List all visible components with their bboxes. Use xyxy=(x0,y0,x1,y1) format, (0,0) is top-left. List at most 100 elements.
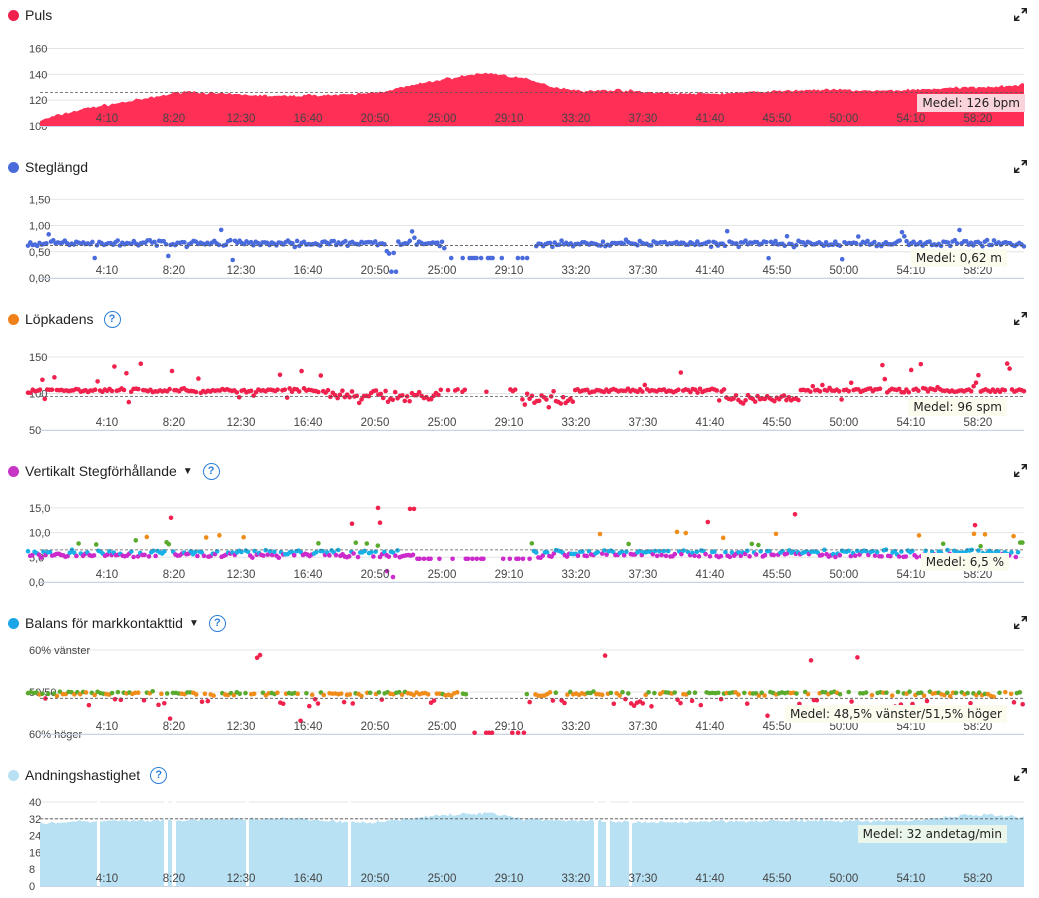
gct-point xyxy=(202,691,208,697)
x-tick-label: 50:00 xyxy=(830,569,859,581)
help-icon[interactable]: ? xyxy=(103,310,121,328)
vratio-point xyxy=(846,548,851,554)
vratio-point xyxy=(1020,540,1025,545)
x-tick-label: 41:40 xyxy=(696,721,725,733)
gct-point xyxy=(510,730,515,736)
cadence-point xyxy=(340,388,345,394)
y-tick-label: 160 xyxy=(29,43,47,55)
gct-point xyxy=(689,698,695,704)
gct-point xyxy=(997,690,1002,696)
expand-icon[interactable] xyxy=(1013,311,1028,330)
expand-icon[interactable] xyxy=(1013,159,1028,178)
gct-point xyxy=(315,701,321,706)
x-tick-label: 41:40 xyxy=(696,417,725,429)
vratio-point xyxy=(679,551,684,557)
vratio-point xyxy=(621,552,627,558)
vratio-point xyxy=(507,556,513,562)
stride-point xyxy=(980,244,985,249)
help-icon[interactable]: ? xyxy=(202,462,220,480)
vratio-point xyxy=(602,548,607,553)
vratio-point xyxy=(390,574,396,580)
stride-point xyxy=(230,257,235,263)
vratio-point xyxy=(665,548,671,554)
gct-point xyxy=(631,703,637,709)
expand-icon[interactable] xyxy=(1013,767,1028,786)
stride-point xyxy=(945,240,951,245)
expand-icon[interactable] xyxy=(1013,615,1028,634)
cadence-point xyxy=(973,380,979,386)
dropdown-caret-icon[interactable]: ▼ xyxy=(188,617,199,629)
vratio-point xyxy=(626,541,631,547)
dropdown-caret-icon[interactable]: ▼ xyxy=(182,465,193,477)
vratio-point xyxy=(575,553,581,559)
vratio-point xyxy=(470,556,475,562)
cadence-point xyxy=(416,389,422,395)
cadence-point xyxy=(196,376,201,381)
gct-point xyxy=(92,692,97,698)
gct-point xyxy=(115,689,121,695)
gct-point xyxy=(626,691,631,696)
stride-legend-dot xyxy=(8,161,19,173)
vratio-point xyxy=(417,556,422,562)
stride-point xyxy=(984,237,990,243)
cadence-point xyxy=(820,382,825,388)
cadence-point xyxy=(167,386,172,392)
x-tick-label: 4:10 xyxy=(96,569,118,581)
vratio-point xyxy=(371,554,376,559)
x-tick-label: 16:40 xyxy=(294,721,323,733)
cadence-point xyxy=(522,402,528,407)
x-tick-label: 37:30 xyxy=(629,265,658,277)
help-icon[interactable]: ? xyxy=(150,766,168,784)
y-tick-label: 0,00 xyxy=(29,273,50,285)
gct-point xyxy=(54,693,60,699)
cadence-point xyxy=(335,395,340,401)
vratio-point xyxy=(872,553,878,558)
cadence-point xyxy=(544,397,549,402)
stride-point xyxy=(600,239,606,244)
gct-point xyxy=(162,700,167,706)
y-tick-label: 1,00 xyxy=(29,221,50,233)
gct-point xyxy=(602,653,608,658)
x-tick-label: 50:00 xyxy=(830,417,859,429)
vratio-point xyxy=(852,553,858,558)
gct-point xyxy=(524,691,530,697)
expand-icon[interactable] xyxy=(1013,463,1028,482)
vratio-point xyxy=(720,535,726,541)
gct-point xyxy=(527,699,532,705)
stride-point xyxy=(92,255,97,261)
cadence-point xyxy=(92,387,98,393)
hr-mean-label: Medel: 126 bpm xyxy=(917,94,1025,112)
cadence-point xyxy=(42,396,48,402)
vratio-point xyxy=(971,531,977,537)
stride-point xyxy=(927,239,932,244)
gct-point xyxy=(463,691,469,697)
vratio-point xyxy=(104,552,110,557)
cadence-point xyxy=(908,367,914,373)
x-tick-label: 45:50 xyxy=(763,113,792,125)
vratio-point xyxy=(316,541,321,546)
stride-mean-label: Medel: 0,62 m xyxy=(910,249,1007,267)
gct-point xyxy=(431,698,437,703)
stride-point xyxy=(782,243,787,249)
help-icon[interactable]: ? xyxy=(208,614,226,632)
vratio-point xyxy=(529,541,535,546)
x-tick-label: 33:20 xyxy=(562,265,591,277)
cadence-point xyxy=(714,388,720,393)
cadence-point xyxy=(383,388,388,394)
vratio-point xyxy=(192,549,198,555)
cadence-point xyxy=(400,393,405,398)
cadence-point xyxy=(282,387,288,392)
vratio-point xyxy=(481,556,486,562)
stride-point xyxy=(821,243,827,248)
cadence-point xyxy=(337,392,343,398)
cadence-panel: 150 100 50 4:10 8:20 12:30 16:40 20:50 25:00 29:1… xyxy=(0,304,1039,456)
gct-point xyxy=(231,692,237,698)
x-tick-label: 16:40 xyxy=(294,265,323,277)
expand-icon[interactable] xyxy=(1013,7,1028,26)
gct-point xyxy=(193,692,199,697)
cadence-point xyxy=(109,388,115,394)
x-tick-label: 20:50 xyxy=(361,417,390,429)
cadence-point xyxy=(373,388,379,393)
stride-point xyxy=(706,239,712,245)
